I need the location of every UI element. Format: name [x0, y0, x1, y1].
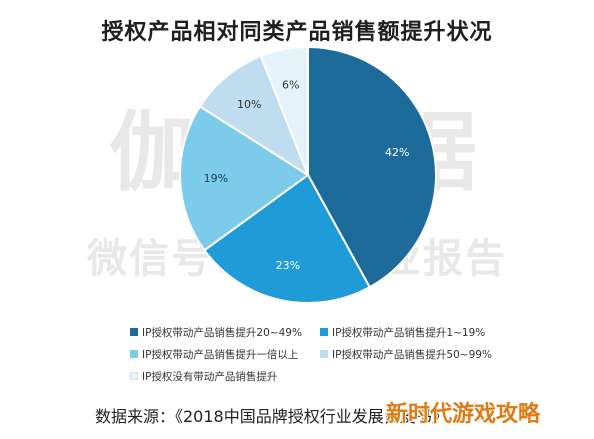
- chart-title: 授权产品相对同类产品销售额提升状况: [101, 20, 493, 45]
- legend-item: IP授权带动产品销售提升50~99%: [320, 347, 510, 362]
- legend-item: IP授权带动产品销售提升一倍以上: [130, 347, 320, 362]
- legend-swatch: [320, 350, 328, 358]
- legend-swatch: [320, 328, 328, 336]
- pie-slice: [307, 45, 437, 289]
- slice-value-label: 23%: [276, 259, 300, 272]
- slice-value-label: 42%: [385, 146, 409, 159]
- source-note: 数据来源：《2018中国品牌授权行业发展白皮书》: [95, 407, 448, 426]
- slice-value-label: 6%: [282, 78, 299, 91]
- legend-item: IP授权带动产品销售提升1~19%: [320, 325, 510, 340]
- legend-label: IP授权带动产品销售提升一倍以上: [142, 348, 299, 361]
- pie-slice: [203, 173, 372, 304]
- legend-item: IP授权带动产品销售提升20~49%: [130, 325, 320, 340]
- chart-legend: IP授权带动产品销售提升20~49% IP授权带动产品销售提升1~19% IP授…: [130, 321, 510, 387]
- legend-label: IP授权带动产品销售提升20~49%: [142, 326, 302, 339]
- legend-label: IP授权带动产品销售提升1~19%: [332, 326, 486, 339]
- overlay-caption: 新时代游戏攻略: [386, 402, 541, 427]
- legend-swatch: [130, 350, 138, 358]
- legend-label: IP授权带动产品销售提升50~99%: [332, 348, 492, 361]
- slice-value-label: 10%: [237, 98, 261, 111]
- slice-value-label: 19%: [204, 172, 228, 185]
- legend-item: IP授权没有带动产品销售提升: [130, 369, 320, 384]
- pie-slice: [198, 54, 311, 178]
- legend-swatch: [130, 328, 138, 336]
- legend-label: IP授权没有带动产品销售提升: [142, 370, 278, 383]
- legend-swatch: [130, 372, 138, 380]
- pie-slice: [179, 105, 310, 252]
- pie-slice: [259, 45, 309, 176]
